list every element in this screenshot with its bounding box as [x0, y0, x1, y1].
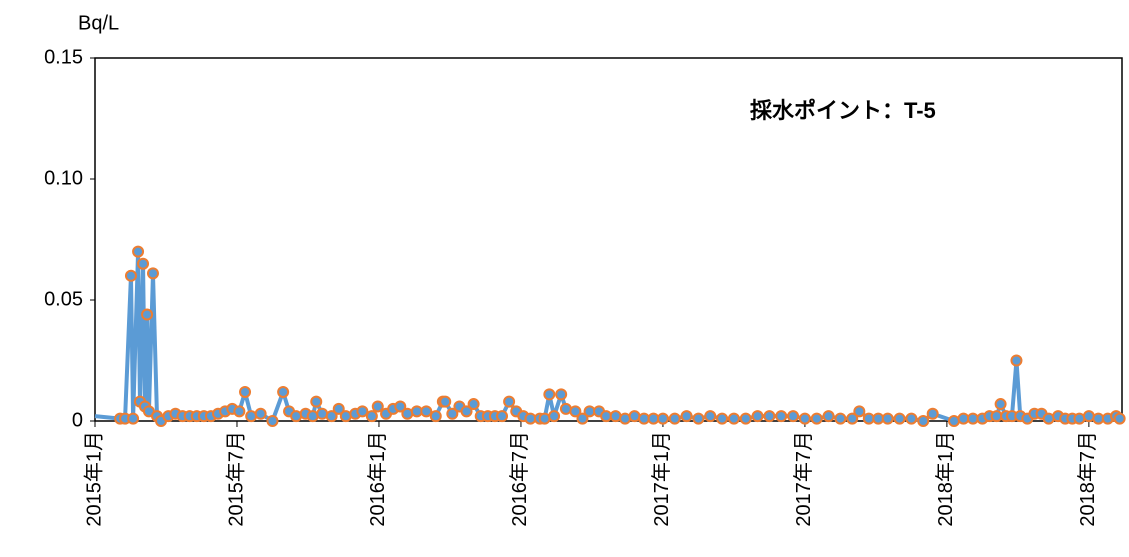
- data-point: [254, 407, 267, 420]
- data-point: [692, 412, 705, 425]
- data-point: [994, 398, 1007, 411]
- data-point: [775, 410, 788, 423]
- data-point: [763, 410, 776, 423]
- data-point: [1082, 410, 1095, 423]
- data-point: [446, 407, 459, 420]
- data-point: [609, 410, 622, 423]
- data-point: [420, 405, 433, 418]
- data-point: [290, 410, 303, 423]
- data-point: [339, 410, 352, 423]
- data-point: [739, 412, 752, 425]
- x-tick-label: 2018年1月: [934, 431, 957, 527]
- data-point: [394, 400, 407, 413]
- data-point: [306, 410, 319, 423]
- data-point: [576, 412, 589, 425]
- x-tick-label: 2018年7月: [1076, 431, 1099, 527]
- y-tick-label: 0.10: [44, 167, 83, 189]
- data-point: [277, 385, 290, 398]
- data-point: [810, 412, 823, 425]
- data-point: [893, 412, 906, 425]
- data-point: [137, 257, 150, 270]
- data-point: [905, 412, 918, 425]
- data-point: [555, 388, 568, 401]
- data-point: [881, 412, 894, 425]
- y-tick-label: 0.05: [44, 288, 83, 310]
- data-point: [668, 412, 681, 425]
- data-point: [559, 402, 572, 415]
- x-tick-label: 2017年1月: [650, 431, 673, 527]
- data-point: [538, 412, 551, 425]
- data-point: [429, 410, 442, 423]
- data-point: [1010, 354, 1023, 367]
- data-point: [727, 412, 740, 425]
- data-point: [704, 410, 717, 423]
- data-point: [751, 410, 764, 423]
- data-point: [628, 410, 641, 423]
- x-tick-label: 2015年1月: [82, 431, 105, 527]
- data-point: [822, 410, 835, 423]
- data-point: [503, 395, 516, 408]
- data-point: [132, 245, 145, 258]
- data-point: [798, 412, 811, 425]
- data-point: [325, 410, 338, 423]
- data-point: [619, 412, 632, 425]
- data-point: [947, 415, 960, 427]
- data-point: [124, 269, 137, 282]
- data-point: [401, 407, 414, 420]
- data-point: [365, 410, 378, 423]
- data-point: [266, 415, 279, 427]
- data-point: [233, 405, 246, 418]
- data-point: [496, 410, 509, 423]
- data-point: [245, 410, 258, 423]
- data-point: [310, 395, 323, 408]
- x-tick-label: 2015年7月: [224, 431, 247, 527]
- data-point: [356, 405, 369, 418]
- data-point: [332, 402, 345, 415]
- data-point: [146, 267, 159, 280]
- data-point: [716, 412, 729, 425]
- data-point: [917, 415, 930, 427]
- data-point: [787, 410, 800, 423]
- data-point: [680, 410, 693, 423]
- data-point: [141, 308, 154, 321]
- y-axis-label: Bq/L: [78, 12, 119, 34]
- data-point: [846, 412, 859, 425]
- data-point: [656, 412, 669, 425]
- data-point: [316, 407, 329, 420]
- data-point: [439, 395, 452, 408]
- chart-title: 採水ポイント：T-5: [750, 98, 936, 123]
- x-tick-label: 2017年7月: [792, 431, 815, 527]
- data-point: [853, 405, 866, 418]
- x-tick-label: 2016年1月: [366, 431, 389, 527]
- data-point: [926, 407, 939, 420]
- data-point: [1113, 412, 1126, 425]
- data-point: [569, 405, 582, 418]
- data-point: [834, 412, 847, 425]
- x-tick-label: 2016年7月: [508, 431, 531, 527]
- data-point: [1042, 412, 1055, 425]
- y-tick-label: 0.15: [44, 46, 83, 68]
- y-tick-label: 0: [72, 409, 83, 431]
- data-point: [548, 410, 561, 423]
- data-point: [460, 405, 473, 418]
- data-point: [239, 385, 252, 398]
- data-point: [127, 412, 140, 425]
- data-point: [1073, 412, 1086, 425]
- data-point: [371, 400, 384, 413]
- data-point: [543, 388, 556, 401]
- data-point: [467, 398, 480, 411]
- plot-frame: [94, 57, 1123, 422]
